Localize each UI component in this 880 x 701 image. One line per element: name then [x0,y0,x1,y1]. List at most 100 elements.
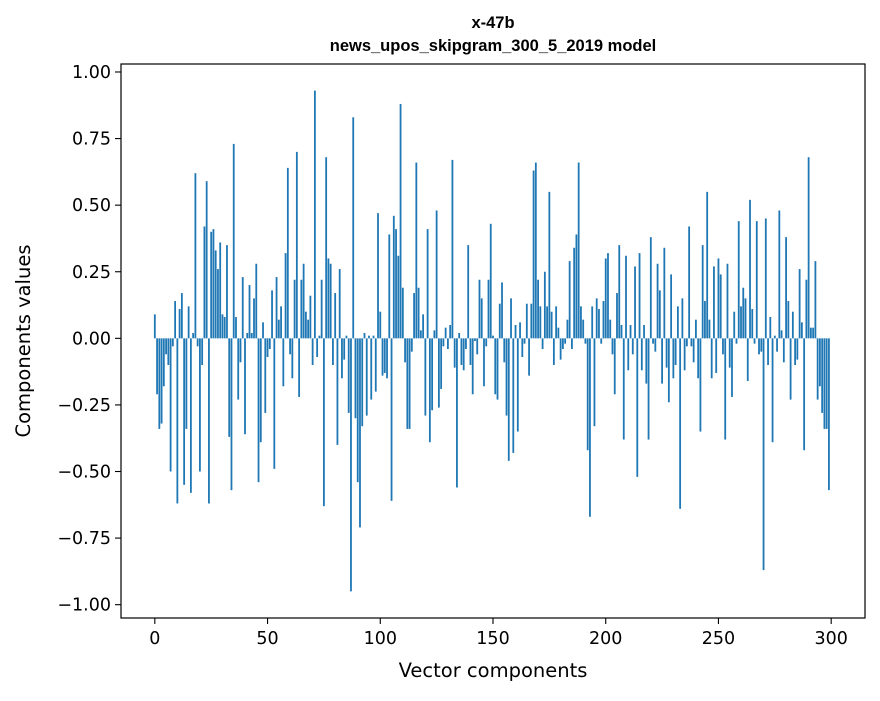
bar [733,311,736,339]
bar [785,237,787,339]
bar [749,199,751,339]
bar [318,335,321,339]
bar [246,333,249,339]
bar [449,325,452,339]
bar [724,338,727,440]
bar [674,338,677,365]
bar [363,333,366,339]
bar [214,250,217,339]
bar [722,338,724,355]
bar [514,325,517,339]
bar [609,319,612,339]
bar [192,333,195,339]
bar [735,338,738,344]
bar [458,333,461,339]
bar [266,338,269,357]
bar [210,231,213,339]
bar [534,162,537,339]
x-axis-label: Vector components [399,659,588,682]
bar [559,338,562,360]
bar [347,338,350,413]
bar [223,317,226,339]
bar [814,261,817,339]
bar [345,335,348,339]
bar [359,338,361,528]
bar [589,338,591,517]
bar [307,319,310,339]
bar [652,338,654,344]
bar [365,338,368,416]
bar [295,151,298,339]
bar [483,338,485,387]
bar [183,338,186,485]
bar [636,338,639,477]
bar [257,338,260,483]
bar [219,242,222,339]
x-tick-label: 100 [364,629,397,649]
bar [212,229,215,339]
bar [374,338,377,392]
bar [401,287,404,339]
bar [501,282,503,339]
bar [530,303,533,339]
y-tick-label: −0.50 [57,463,111,483]
bar [812,327,815,339]
bar [751,309,754,339]
bar [566,319,569,339]
bar [638,253,641,339]
bar [496,338,499,400]
bar [343,338,346,360]
bar [715,338,718,373]
bar [710,338,713,379]
bar [277,319,280,339]
bar [489,223,492,339]
bar [816,338,819,400]
bar [293,279,296,339]
bar [311,338,314,365]
bar [586,338,589,451]
y-tick-label: 0.25 [72,263,111,283]
bar [176,338,179,504]
bar [704,301,706,339]
bar [435,210,438,339]
chart-title-line-1: x-47b [471,14,514,32]
bar [284,253,287,339]
bar [300,279,303,339]
bar [685,338,688,347]
bar [661,338,663,384]
bar [460,338,463,365]
bar [794,338,797,365]
bar [302,263,305,339]
bar [372,335,375,339]
bar [275,277,278,339]
bar [487,279,490,339]
bar [160,338,163,424]
bar [557,327,560,339]
bar [731,338,733,397]
bar [690,338,693,347]
bar [528,338,530,376]
bar [584,338,587,344]
bar [221,314,224,339]
bar [828,338,830,491]
bar [264,338,267,413]
bar [564,338,567,344]
bar [313,90,316,339]
bar [180,293,183,339]
bar [789,338,792,400]
bar [298,338,301,397]
bar [744,298,747,339]
bar [338,269,341,339]
bar [388,234,391,339]
bar [541,338,544,349]
bar [683,338,686,371]
bar [226,245,228,339]
bar [392,215,395,339]
bar [640,338,643,371]
bar [327,258,330,339]
bar [742,287,745,339]
bar [595,298,598,339]
bar [334,293,337,339]
